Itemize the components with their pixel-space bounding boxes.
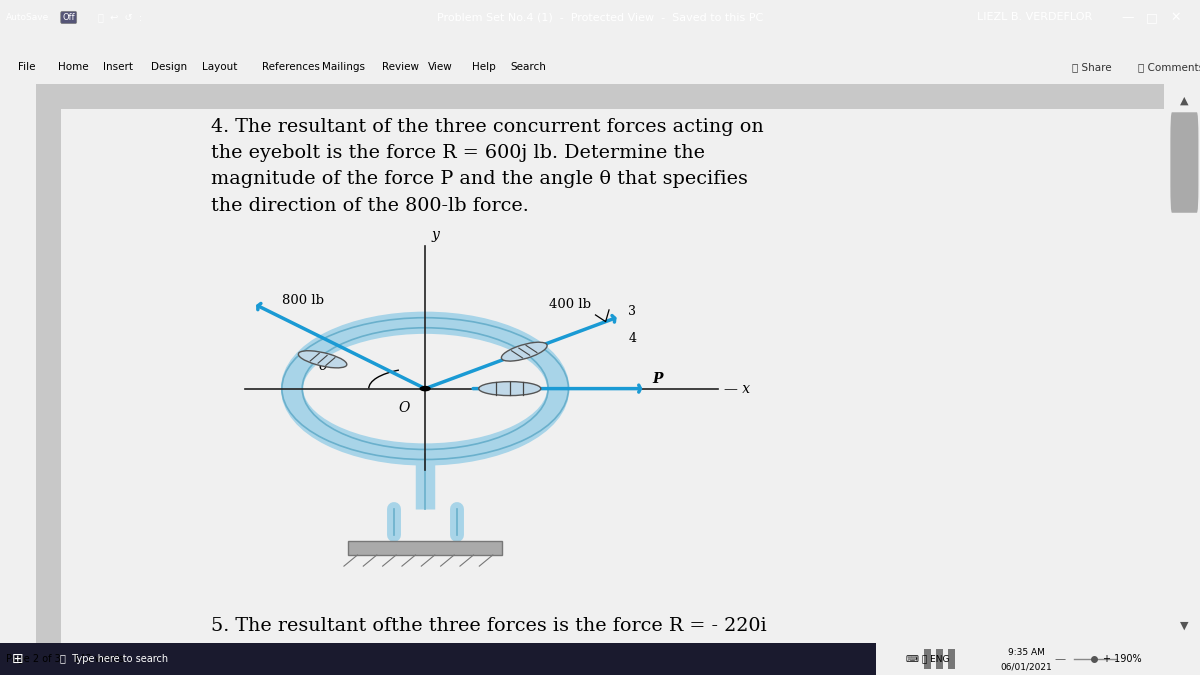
Text: Off: Off xyxy=(62,13,76,22)
Text: —: — xyxy=(1054,654,1066,664)
Text: + 190%: + 190% xyxy=(1103,654,1141,664)
Text: P: P xyxy=(652,371,662,385)
Text: References: References xyxy=(262,62,319,72)
Text: 4: 4 xyxy=(629,332,636,345)
Text: View: View xyxy=(428,62,454,72)
Text: 3: 3 xyxy=(629,304,636,318)
Circle shape xyxy=(420,386,431,391)
Text: 9:35 AM: 9:35 AM xyxy=(1008,648,1044,657)
Text: Review: Review xyxy=(382,62,419,72)
Text: Design: Design xyxy=(151,62,187,72)
Text: O: O xyxy=(398,401,409,415)
FancyBboxPatch shape xyxy=(1170,112,1199,213)
Bar xyxy=(948,649,955,668)
Text: 🔗 Share: 🔗 Share xyxy=(1072,62,1111,72)
Text: 400 lb: 400 lb xyxy=(548,298,590,311)
FancyBboxPatch shape xyxy=(348,541,502,555)
Text: File: File xyxy=(18,62,36,72)
Text: θ: θ xyxy=(319,359,329,373)
Text: 💬 Comments: 💬 Comments xyxy=(1138,62,1200,72)
Text: 4. The resultant of the three concurrent forces acting on: 4. The resultant of the three concurrent… xyxy=(211,118,763,136)
Text: □: □ xyxy=(1146,11,1158,24)
Text: — x: — x xyxy=(724,381,750,396)
Text: ▼: ▼ xyxy=(1180,621,1189,631)
FancyBboxPatch shape xyxy=(36,84,61,643)
Bar xyxy=(936,649,943,668)
Text: Help: Help xyxy=(472,62,496,72)
FancyBboxPatch shape xyxy=(36,84,1164,109)
Text: Layout: Layout xyxy=(202,62,236,72)
Text: ✕: ✕ xyxy=(1171,11,1181,24)
Text: Insert: Insert xyxy=(103,62,133,72)
Bar xyxy=(924,649,931,668)
Text: Mailings: Mailings xyxy=(322,62,365,72)
Text: Problem Set No.4 (1)  -  Protected View  -  Saved to this PC: Problem Set No.4 (1) - Protected View - … xyxy=(437,12,763,22)
Text: the direction of the 800-lb force.: the direction of the 800-lb force. xyxy=(211,196,528,215)
Text: 800 lb: 800 lb xyxy=(282,294,324,306)
Text: Page 2 of 3    143 words: Page 2 of 3 143 words xyxy=(6,654,124,664)
Ellipse shape xyxy=(479,381,541,396)
Text: ▲: ▲ xyxy=(1180,96,1189,106)
Text: ⊞: ⊞ xyxy=(12,652,24,666)
Ellipse shape xyxy=(502,342,547,361)
Text: Search: Search xyxy=(510,62,546,72)
Text: y: y xyxy=(432,228,440,242)
Text: 🔍  Type here to search: 🔍 Type here to search xyxy=(60,654,168,664)
Text: Home: Home xyxy=(58,62,89,72)
Text: LIEZL B. VERDEFLOR: LIEZL B. VERDEFLOR xyxy=(977,12,1092,22)
Text: ⌨ 🔊 ENG: ⌨ 🔊 ENG xyxy=(906,654,949,664)
Text: 06/01/2021: 06/01/2021 xyxy=(1000,662,1052,672)
Text: AutoSave: AutoSave xyxy=(6,13,49,22)
Text: the eyebolt is the force R = 600j lb. Determine the: the eyebolt is the force R = 600j lb. De… xyxy=(211,144,704,162)
Text: magnitude of the force P and the angle θ that specifies: magnitude of the force P and the angle θ… xyxy=(211,170,748,188)
Text: 5. The resultant ofthe three forces is the force R = - 220i: 5. The resultant ofthe three forces is t… xyxy=(211,618,767,635)
Ellipse shape xyxy=(299,351,347,368)
Text: —: — xyxy=(1122,11,1134,24)
FancyBboxPatch shape xyxy=(0,643,876,675)
Text: 💾  ↩  ↺  :: 💾 ↩ ↺ : xyxy=(98,12,143,22)
